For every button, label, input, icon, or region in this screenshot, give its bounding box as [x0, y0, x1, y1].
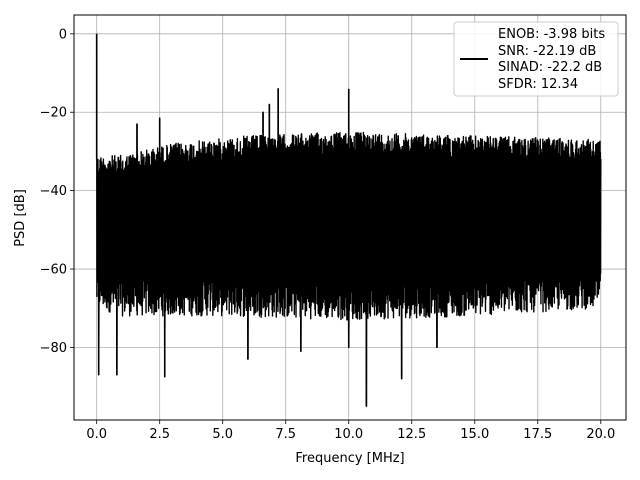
y-tick-label: −60 [40, 263, 67, 278]
x-tick-label: 12.5 [397, 427, 426, 442]
y-tick-label: −20 [40, 106, 67, 121]
y-tick-label: −40 [40, 184, 67, 199]
y-axis-label: PSD [dB] [13, 189, 28, 247]
psd-series-line [95, 33, 602, 407]
y-tick-label: 0 [59, 27, 67, 42]
plot-frame [73, 14, 627, 421]
x-tick-label: 0.0 [86, 427, 107, 442]
x-tick-label: 5.0 [212, 427, 233, 442]
x-tick-label: 20.0 [586, 427, 615, 442]
ticks: 0.0 2.5 5.0 7.5 10.0 12.5 15.0 17.5 20.0 0 −20 −40 −… [40, 27, 616, 442]
plot-area [95, 33, 602, 407]
legend-box [453, 21, 619, 97]
x-axis-label: Frequency [MHz] [295, 451, 404, 466]
legend-sfdr: SFDR: 12.34 [498, 77, 578, 92]
legend-snr: SNR: -22.19 dB [498, 44, 596, 59]
x-tick-label: 7.5 [275, 427, 296, 442]
x-tick-label: 17.5 [523, 427, 552, 442]
x-tick-label: 2.5 [149, 427, 170, 442]
y-tick-label: −80 [40, 341, 67, 356]
x-tick-label: 10.0 [334, 427, 363, 442]
legend-sinad: SINAD: -22.2 dB [498, 60, 602, 75]
x-tick-label: 15.0 [460, 427, 489, 442]
legend-enob: ENOB: -3.98 bits [498, 27, 605, 42]
legend: ENOB: -3.98 bits SNR: -22.19 dB SINAD: -… [453, 21, 619, 97]
